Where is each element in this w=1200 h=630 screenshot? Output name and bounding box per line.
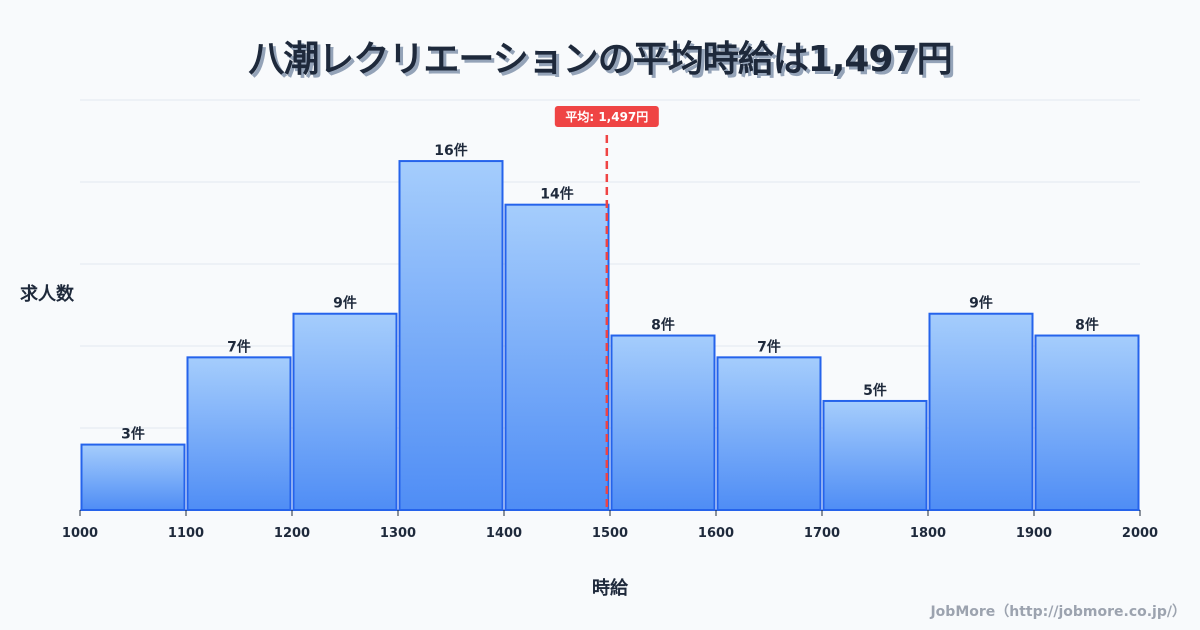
histogram-bar (398, 160, 504, 511)
histogram-bar (292, 312, 398, 512)
bar-value-label: 14件 (540, 186, 573, 203)
x-tick-label: 1400 (486, 526, 522, 541)
mean-badge-label: 平均: 1,497円 (565, 109, 648, 124)
bar-value-label: 3件 (121, 426, 145, 443)
bar-value-label: 7件 (227, 338, 251, 355)
x-tick-label: 1700 (804, 526, 840, 541)
histogram-bar (504, 203, 610, 511)
x-tick-label: 1100 (168, 526, 204, 541)
bar-value-label: 8件 (1075, 317, 1099, 334)
x-tick-label: 1300 (380, 526, 416, 541)
x-axis: 1000 1100 1200 1300 1400 1500 1600 1700 1800 1900… (62, 509, 1158, 541)
histogram-bar (822, 399, 928, 512)
x-axis-label: 時給 (592, 578, 628, 599)
histogram-bar (80, 443, 186, 511)
y-axis-label: 求人数 (20, 284, 74, 305)
histogram-bar (186, 356, 292, 511)
bar-value-label: 16件 (434, 142, 467, 159)
histogram-bar (716, 356, 822, 511)
bar-value-label: 8件 (651, 317, 675, 334)
x-tick-label: 1900 (1016, 526, 1052, 541)
x-tick-label: 1800 (910, 526, 946, 541)
x-tick-label: 1600 (698, 526, 734, 541)
x-tick-label: 1500 (592, 526, 628, 541)
histogram-bar (928, 312, 1034, 512)
bar-value-label: 9件 (333, 295, 357, 312)
bars: 3件 7件 9件 16件 14件 8件 7件 5件 9件 8件 (80, 142, 1140, 512)
mean-marker: 平均: 1,497円 (554, 106, 659, 510)
histogram-bar (610, 334, 716, 511)
mean-badge (554, 106, 659, 127)
bar-value-label: 7件 (757, 338, 781, 355)
x-tick-label: 1200 (274, 526, 310, 541)
x-tick-label: 1000 (62, 526, 98, 541)
bar-value-label: 5件 (863, 382, 887, 399)
histogram-bar (1034, 334, 1140, 511)
chart-title: 八潮レクリエーションの平均時給は1,497円 (248, 39, 952, 80)
bar-value-label: 9件 (969, 295, 993, 312)
source-credit: JobMore（http://jobmore.co.jp/） (930, 604, 1186, 620)
x-tick-label: 2000 (1122, 526, 1158, 541)
